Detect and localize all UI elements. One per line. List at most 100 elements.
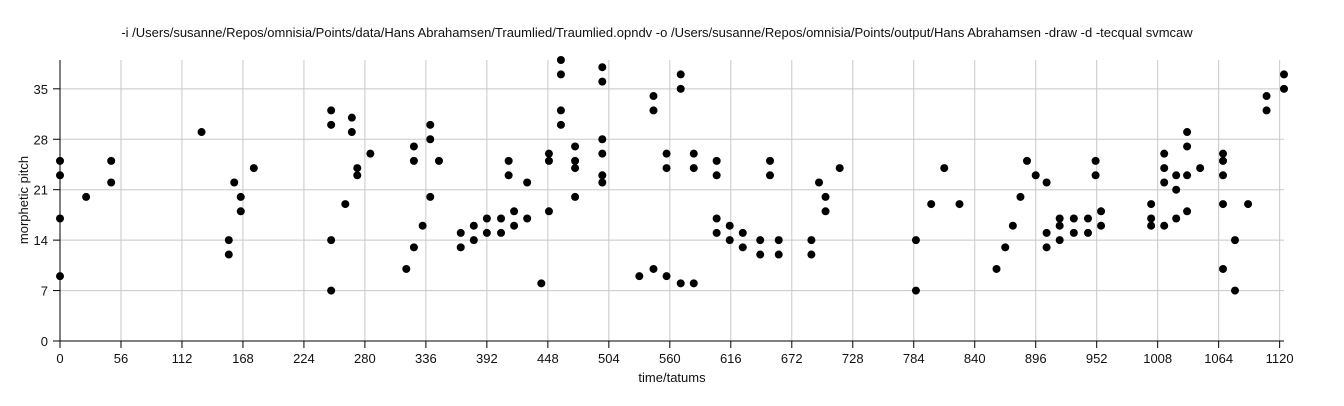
data-point xyxy=(662,272,671,281)
x-tick-label: 840 xyxy=(964,351,986,366)
data-point xyxy=(249,164,258,173)
data-point xyxy=(676,84,685,93)
data-point xyxy=(469,236,478,245)
data-point xyxy=(366,149,375,158)
x-tick-label: 672 xyxy=(781,351,803,366)
data-point xyxy=(927,200,936,209)
data-point xyxy=(1042,243,1051,252)
data-point xyxy=(649,106,658,115)
data-point xyxy=(482,228,491,237)
data-point xyxy=(940,164,949,173)
x-tick-label: 1008 xyxy=(1143,351,1172,366)
data-point xyxy=(107,156,116,165)
data-point xyxy=(992,264,1001,273)
data-point xyxy=(56,156,64,165)
data-point xyxy=(1097,221,1106,230)
data-point xyxy=(523,214,532,223)
data-point xyxy=(911,286,920,295)
data-point xyxy=(662,164,671,173)
data-point xyxy=(409,142,418,151)
data-point xyxy=(497,228,506,237)
data-point xyxy=(649,264,658,273)
data-point xyxy=(456,228,465,237)
data-point xyxy=(1083,228,1092,237)
data-point xyxy=(1219,171,1228,180)
data-point xyxy=(1262,92,1271,101)
data-point xyxy=(571,192,580,201)
x-tick-label: 728 xyxy=(842,351,864,366)
data-point xyxy=(738,243,747,252)
data-point xyxy=(544,156,553,165)
data-point xyxy=(504,156,513,165)
data-point xyxy=(756,236,765,245)
x-tick-label: 560 xyxy=(659,351,681,366)
data-point xyxy=(1147,200,1156,209)
data-point xyxy=(537,279,546,288)
data-point xyxy=(56,214,64,223)
data-point xyxy=(556,56,565,64)
data-point xyxy=(774,236,783,245)
data-point xyxy=(598,77,607,86)
data-point xyxy=(353,164,362,173)
x-tick-label: 784 xyxy=(903,351,925,366)
data-point xyxy=(1219,156,1228,165)
x-tick-label: 952 xyxy=(1086,351,1108,366)
data-point xyxy=(835,164,844,173)
data-point xyxy=(1219,149,1228,158)
data-point xyxy=(1083,214,1092,223)
data-point xyxy=(1219,264,1228,273)
x-axis-label: time/tatums xyxy=(638,370,706,385)
data-point xyxy=(426,192,435,201)
data-point xyxy=(676,279,685,288)
data-point xyxy=(571,142,580,151)
data-point xyxy=(1069,228,1078,237)
x-tick-label: 280 xyxy=(354,351,376,366)
data-point xyxy=(1023,156,1032,165)
data-point xyxy=(353,171,362,180)
data-point xyxy=(426,135,435,144)
data-point xyxy=(497,214,506,223)
data-point xyxy=(1230,236,1239,245)
data-point xyxy=(712,156,721,165)
data-point xyxy=(571,156,580,165)
data-point xyxy=(598,149,607,158)
data-point xyxy=(1016,192,1025,201)
data-point xyxy=(327,120,336,129)
data-point xyxy=(689,149,698,158)
data-point xyxy=(327,106,336,115)
data-point xyxy=(409,156,418,165)
points-layer xyxy=(56,56,1288,295)
x-tick-label: 224 xyxy=(293,351,315,366)
data-point xyxy=(807,236,816,245)
x-tick-label: 336 xyxy=(415,351,437,366)
x-tick-label: 1120 xyxy=(1266,351,1294,366)
data-point xyxy=(1280,84,1288,93)
x-tick-label: 504 xyxy=(598,351,620,366)
data-point xyxy=(224,236,233,245)
data-point xyxy=(1160,149,1169,158)
data-point xyxy=(807,250,816,259)
data-point xyxy=(598,171,607,180)
data-point xyxy=(649,92,658,101)
data-point xyxy=(1042,228,1051,237)
data-point xyxy=(766,171,775,180)
data-point xyxy=(224,250,233,259)
data-point xyxy=(1183,142,1192,151)
data-point xyxy=(815,178,824,187)
data-point xyxy=(510,221,519,230)
data-point xyxy=(56,171,64,180)
x-tick-label: 112 xyxy=(172,351,193,366)
data-point xyxy=(402,264,411,273)
data-point xyxy=(1055,221,1064,230)
data-point xyxy=(1172,171,1181,180)
x-tick-label: 448 xyxy=(537,351,559,366)
y-axis-label: morphetic pitch xyxy=(16,156,31,244)
data-point xyxy=(1147,221,1156,230)
x-tick-label: 896 xyxy=(1025,351,1047,366)
data-point xyxy=(821,192,830,201)
data-point xyxy=(197,128,206,137)
data-point xyxy=(689,279,698,288)
data-point xyxy=(1008,221,1017,230)
data-point xyxy=(56,272,64,281)
